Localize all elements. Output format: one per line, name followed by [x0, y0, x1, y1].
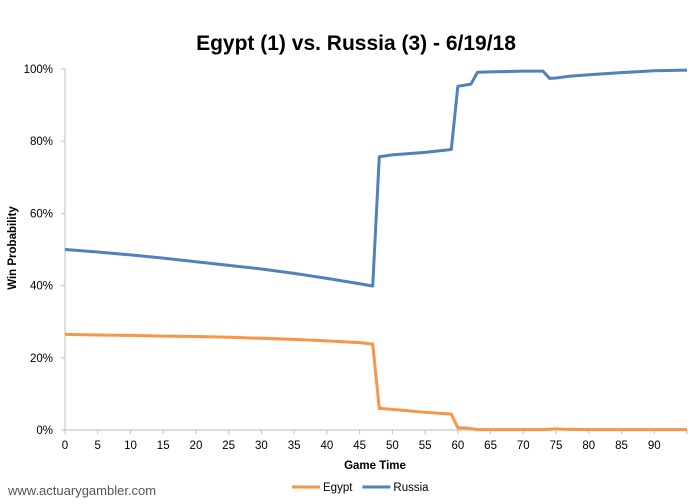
x-tick-label: 15 — [157, 440, 170, 452]
x-tick-label: 35 — [288, 440, 301, 452]
chart-title: Egypt (1) vs. Russia (3) - 6/19/18 — [196, 32, 516, 55]
y-tick-label: 100% — [24, 64, 53, 76]
x-axis-ticks: 0 5 10 15 20 25 30 35 40 45 50 55 60 65 70 75 80 85 90 — [62, 430, 688, 452]
x-tick-label: 70 — [517, 440, 530, 452]
x-tick-label: 65 — [484, 440, 497, 452]
legend-label-egypt: Egypt — [323, 482, 353, 494]
x-tick-label: 50 — [386, 440, 399, 452]
x-tick-label: 10 — [124, 440, 137, 452]
x-tick-label: 85 — [615, 440, 628, 452]
watermark-text: www.actuarygambler.com — [7, 483, 156, 498]
y-tick-label: 60% — [30, 208, 53, 220]
x-axis-title: Game Time — [344, 460, 406, 472]
y-axis-ticks: 0% 20% 40% 60% 80% 100% — [24, 64, 65, 437]
y-tick-label: 0% — [36, 425, 53, 437]
x-tick-label: 0 — [62, 440, 68, 452]
x-tick-label: 45 — [353, 440, 366, 452]
x-tick-label: 80 — [582, 440, 595, 452]
x-tick-label: 30 — [255, 440, 268, 452]
x-tick-label: 25 — [222, 440, 235, 452]
legend-label-russia: Russia — [393, 482, 429, 494]
x-tick-label: 90 — [648, 440, 661, 452]
series-line-egypt — [64, 332, 687, 432]
x-tick-label: 40 — [320, 440, 333, 452]
x-tick-label: 5 — [95, 440, 101, 452]
series-line-russia — [64, 68, 688, 288]
x-tick-label: 60 — [451, 440, 464, 452]
y-tick-label: 20% — [30, 353, 53, 365]
y-tick-label: 40% — [30, 281, 53, 293]
x-tick-label: 20 — [190, 440, 203, 452]
y-axis-title: Win Probability — [7, 206, 19, 290]
legend: Egypt Russia — [292, 482, 429, 494]
y-tick-label: 80% — [30, 136, 53, 148]
x-tick-label: 75 — [550, 440, 563, 452]
series-lines — [64, 68, 688, 432]
x-tick-label: 55 — [419, 440, 432, 452]
